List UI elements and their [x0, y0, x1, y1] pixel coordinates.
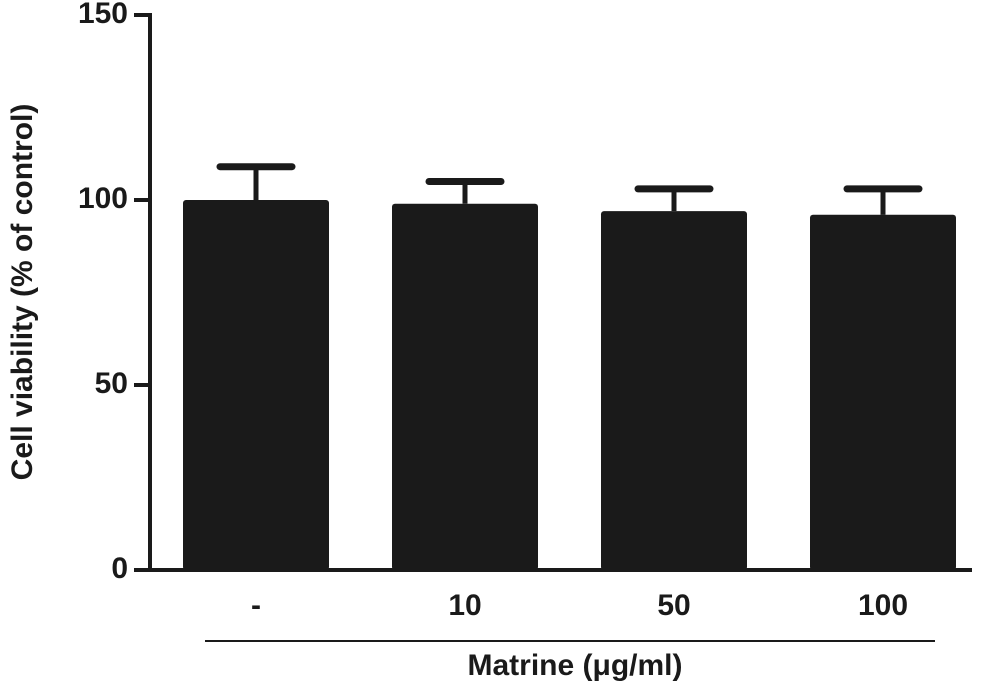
x-tick-label: 100	[858, 589, 908, 622]
x-tick-label: 10	[448, 589, 481, 622]
x-tick-label: -	[251, 589, 261, 622]
y-tick-label: 0	[111, 552, 128, 585]
y-tick-label: 150	[78, 0, 128, 30]
y-axis-label: Cell viability (% of control)	[6, 104, 39, 481]
y-tick-label: 50	[95, 367, 128, 400]
x-axis-label: Matrine (μg/ml)	[467, 649, 682, 682]
bar	[810, 214, 956, 571]
bar	[392, 203, 538, 570]
y-tick-label: 100	[78, 182, 128, 215]
bar	[601, 211, 747, 570]
x-tick-label: 50	[657, 589, 690, 622]
bar	[183, 200, 329, 570]
